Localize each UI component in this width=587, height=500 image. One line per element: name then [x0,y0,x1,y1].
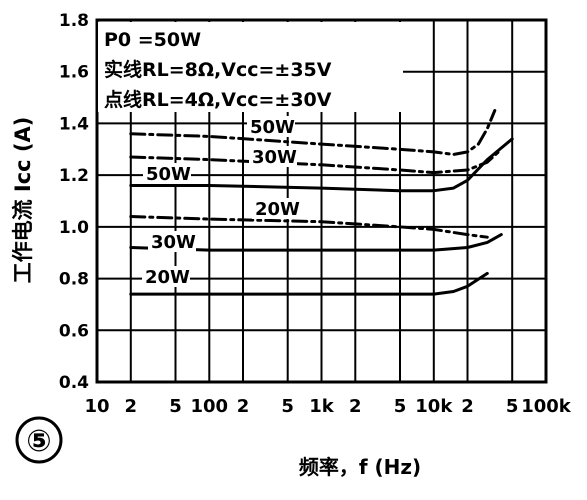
figure-number: ⑤ [26,424,51,459]
x-tick-label: 2 [237,396,250,417]
series-label: 30W [151,232,196,253]
figure-number-circle [15,416,63,464]
series-label-background [252,198,300,219]
series-lines [129,109,514,296]
series-line-20W-solid [129,271,489,296]
x-tick-label: 5 [394,396,407,417]
series-labels: 50W 30W 50W 20W 30W 20W [142,116,300,288]
series-line-50W-dotted [129,109,497,156]
series-label-background [148,231,196,252]
series-line-20W-dotted [129,215,489,239]
x-tick-label: 2 [349,396,362,417]
legend-line-1: P0 =50W [104,29,201,51]
x-tick-label: 2 [461,396,474,417]
x-tick-labels: 10 2 5 100 2 5 1k 2 5 10k 2 5 100k [84,396,571,417]
x-tick-label: 2 [125,396,138,417]
x-tick-label: 5 [506,396,519,417]
series-label-background [249,146,297,167]
y-tick-label: 1.2 [59,166,89,186]
x-tick-label: 5 [169,396,182,417]
x-tick-label: 100k [521,396,572,417]
y-tick-label: 1.4 [59,114,89,134]
y-tick-labels: 0.4 0.6 0.8 1.0 1.2 1.4 1.6 1.8 [59,11,89,393]
x-axis-label: 频率，f (Hz) [299,455,421,479]
series-label-background [143,163,191,184]
plot-frame [95,18,548,384]
series-label: 20W [145,267,190,288]
legend-box-background [98,22,403,112]
y-tick-label: 0.4 [59,373,89,393]
x-tick-label: 5 [281,396,294,417]
x-tick-label: 10 [84,396,109,417]
y-tick-label: 0.6 [59,321,89,341]
series-label: 50W [250,117,295,138]
x-tick-label: 10k [415,396,453,417]
y-tick-label: 1.6 [59,63,89,83]
y-axis-label: 工作电流 Icc (A) [11,117,35,284]
series-label-background [247,116,295,137]
legend-line-2: 实线RL=8Ω,Vcc=±35V [104,58,332,81]
x-tick-label: 100 [191,396,229,417]
series-line-30W-solid [129,233,503,252]
y-tick-label: 1.8 [59,11,89,31]
y-tick-label: 1.0 [59,218,89,238]
x-tick-label: 1k [309,396,335,417]
y-tick-label: 0.8 [59,270,89,290]
series-label: 20W [255,199,300,220]
legend-line-3: 点线RL=4Ω,Vcc=±30V [104,88,332,111]
series-label: 50W [146,164,191,185]
series-label: 30W [252,147,297,168]
series-line-50W-solid [129,137,514,193]
series-label-background [142,266,190,287]
